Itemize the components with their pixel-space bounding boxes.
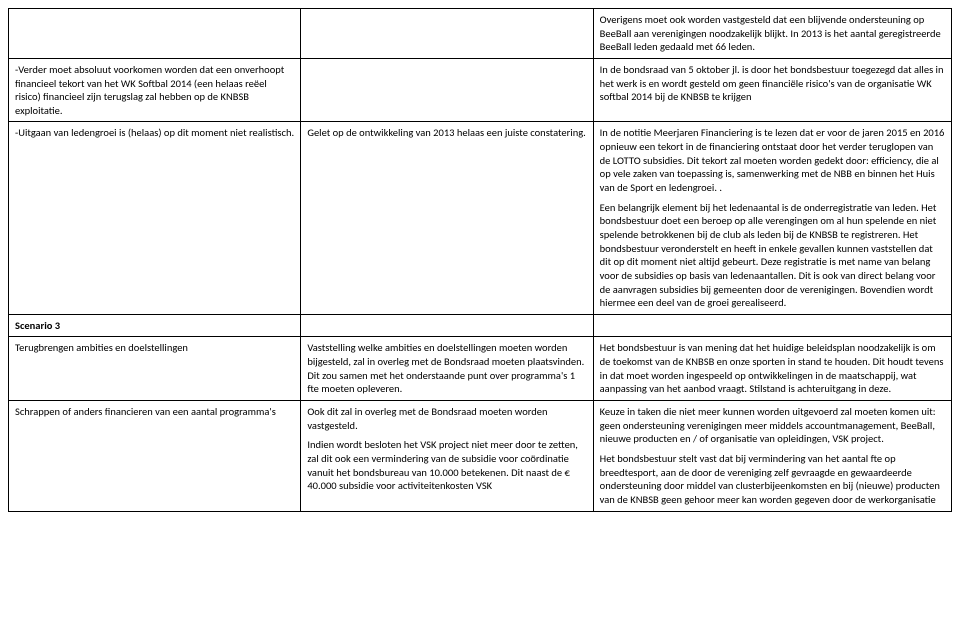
table-row: Terugbrengen ambities en doelstellingen V…: [9, 337, 952, 401]
cell: [301, 58, 593, 122]
table-row: Overigens moet ook worden vastgesteld da…: [9, 9, 952, 59]
cell: -Uitgaan van ledengroei is (helaas) op d…: [9, 122, 301, 314]
cell: Het bondsbestuur is van mening dat het h…: [593, 337, 951, 401]
cell: -Verder moet absoluut voorkomen worden d…: [9, 58, 301, 122]
table-row: Scenario 3: [9, 314, 952, 337]
cell: Vaststelling welke ambities en doelstell…: [301, 337, 593, 401]
cell: Schrappen of anders financieren van een …: [9, 401, 301, 511]
cell-text: -Verder moet absoluut voorkomen worden d…: [15, 63, 294, 118]
cell: Gelet op de ontwikkeling van 2013 helaas…: [301, 122, 593, 314]
cell-text: Een belangrijk element bij het ledenaant…: [600, 201, 945, 310]
cell: Ook dit zal in overleg met de Bondsraad …: [301, 401, 593, 511]
cell-text: In de notitie Meerjaren Financiering is …: [600, 126, 945, 194]
cell: In de notitie Meerjaren Financiering is …: [593, 122, 951, 314]
cell-text: Gelet op de ontwikkeling van 2013 helaas…: [307, 126, 586, 140]
cell-text: Scenario 3: [15, 319, 294, 333]
cell-text: Vaststelling welke ambities en doelstell…: [307, 341, 586, 396]
cell-text: Keuze in taken die niet meer kunnen word…: [600, 405, 945, 446]
cell: [301, 314, 593, 337]
cell-text: Terugbrengen ambities en doelstellingen: [15, 341, 294, 355]
cell-text: Schrappen of anders financieren van een …: [15, 405, 294, 419]
cell-text: In de bondsraad van 5 oktober jl. is doo…: [600, 63, 945, 104]
cell: Overigens moet ook worden vastgesteld da…: [593, 9, 951, 59]
cell: [301, 9, 593, 59]
cell: Keuze in taken die niet meer kunnen word…: [593, 401, 951, 511]
cell-text: Overigens moet ook worden vastgesteld da…: [600, 13, 945, 54]
table-row: -Uitgaan van ledengroei is (helaas) op d…: [9, 122, 952, 314]
cell-text: -Uitgaan van ledengroei is (helaas) op d…: [15, 126, 294, 140]
cell: In de bondsraad van 5 oktober jl. is doo…: [593, 58, 951, 122]
table-row: Schrappen of anders financieren van een …: [9, 401, 952, 511]
cell: Scenario 3: [9, 314, 301, 337]
cell-text: Het bondsbestuur stelt vast dat bij verm…: [600, 452, 945, 507]
cell-text: Ook dit zal in overleg met de Bondsraad …: [307, 405, 586, 432]
table-row: -Verder moet absoluut voorkomen worden d…: [9, 58, 952, 122]
document-table: Overigens moet ook worden vastgesteld da…: [8, 8, 952, 512]
cell: [9, 9, 301, 59]
table-body: Overigens moet ook worden vastgesteld da…: [9, 9, 952, 512]
cell: Terugbrengen ambities en doelstellingen: [9, 337, 301, 401]
cell: [593, 314, 951, 337]
cell-text: Het bondsbestuur is van mening dat het h…: [600, 341, 945, 396]
cell-text: Indien wordt besloten het VSK project ni…: [307, 438, 586, 493]
